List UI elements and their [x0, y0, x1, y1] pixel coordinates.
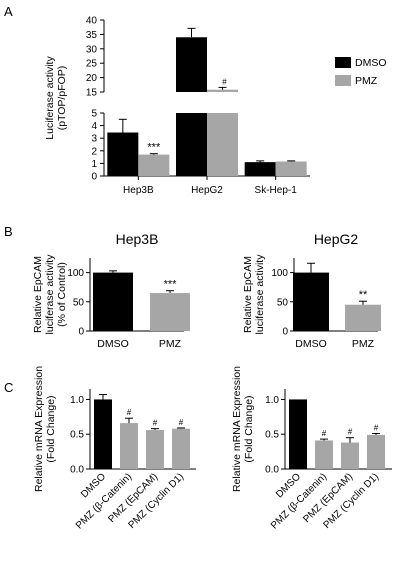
b-left-x-tick-label: DMSO	[97, 338, 129, 350]
c-left-bar-2	[146, 430, 164, 469]
c-right-y-tick-label: 0.0	[265, 465, 279, 476]
a-y-tick-label: 20	[86, 73, 98, 84]
a-bar-dmso-2	[244, 162, 276, 176]
a-x-tick-label: Sk-Hep-1	[255, 185, 298, 196]
a-x-tick-label: Hep3B	[123, 185, 154, 196]
a-y-tick-label: 25	[86, 59, 98, 70]
c-right-y-tick-label: 1.0	[265, 395, 279, 406]
b-right-bar-1	[345, 304, 381, 331]
a-bar-pmz-1	[207, 89, 238, 92]
a-x-tick-label: HepG2	[191, 185, 223, 196]
c-left-y-label-0: Relative mRNA Expression	[33, 366, 45, 492]
a-y-tick-label: 1	[91, 159, 97, 170]
b-left-bar-0	[93, 272, 133, 331]
b-left-sig-mark: ***	[164, 279, 178, 291]
panel-label-b: B	[4, 224, 13, 239]
b-right-title: HepG2	[314, 231, 359, 247]
b-left-bar-1	[150, 293, 190, 331]
a-y-tick-label: 0	[91, 172, 97, 183]
a-bar-dmso-1-lower	[176, 113, 207, 176]
b-right-y-tick-label: 100	[271, 268, 288, 279]
c-left-bar-1	[120, 423, 138, 469]
a-y-tick-label: 35	[86, 30, 98, 41]
c-right-y-label-0: Relative mRNA Expression	[231, 366, 243, 492]
a-sig-mark: #	[222, 77, 227, 86]
c-left-sig-mark: #	[179, 418, 184, 427]
b-right-y-label-1: luciferase activity	[254, 254, 266, 335]
a-bar-dmso-0	[107, 132, 139, 176]
panel-label-c: C	[4, 380, 13, 395]
c-right-sig-mark: #	[348, 428, 353, 437]
a-y-tick-label: 15	[86, 88, 98, 99]
c-right-bar-2	[341, 442, 359, 469]
a-legend-swatch-dmso	[335, 57, 351, 68]
a-y-tick-label: 5	[91, 109, 97, 120]
c-right-sig-mark: #	[322, 429, 327, 438]
b-left-y-label-0: Relative EpCAM	[32, 256, 44, 333]
b-left-y-tick-label: 50	[73, 297, 85, 308]
a-y-tick-label: 4	[91, 121, 97, 132]
c-right-bar-0	[289, 399, 307, 469]
c-left-sig-mark: #	[153, 419, 158, 428]
b-left-x-tick-label: PMZ	[159, 338, 182, 350]
panel-label-a: A	[4, 4, 13, 19]
b-right-y-tick-label: 0	[282, 327, 288, 338]
a-sig-mark: ***	[147, 142, 161, 154]
b-right-x-tick-label: DMSO	[295, 338, 327, 350]
b-right-x-tick-label: PMZ	[352, 338, 375, 350]
a-y-tick-label: 40	[86, 16, 98, 27]
a-y-tick-label: 30	[86, 44, 98, 55]
c-left-bar-0	[94, 399, 112, 469]
c-right-bar-3	[367, 434, 385, 469]
a-legend-label-pmz: PMZ	[355, 75, 378, 87]
a-bar-dmso-1	[176, 37, 207, 92]
a-bar-pmz-1-lower	[207, 113, 238, 176]
a-legend-swatch-pmz	[335, 75, 351, 86]
c-left-y-tick-label: 0.5	[70, 430, 84, 441]
a-y-label-0: Luciferase activity	[44, 56, 56, 140]
b-right-sig-mark: **	[359, 289, 368, 301]
c-right-bar-1	[315, 440, 333, 469]
c-right-y-tick-label: 0.5	[265, 430, 279, 441]
a-y-tick-label: 3	[91, 134, 97, 145]
a-y-tick-label: 2	[91, 146, 97, 157]
a-bar-pmz-0	[138, 154, 170, 176]
b-right-bar-0	[293, 272, 329, 331]
b-left-y-tick-label: 100	[67, 268, 84, 279]
a-bar-pmz-2	[275, 161, 307, 176]
b-left-y-tick-label: 0	[78, 327, 84, 338]
c-left-sig-mark: #	[127, 408, 132, 417]
b-left-y-label-2: (% of Control)	[56, 262, 68, 327]
c-left-bar-3	[172, 428, 190, 469]
a-y-label-1: (pTOP/pFOP)	[56, 66, 68, 131]
c-right-y-label-1: (Fold Change)	[243, 395, 255, 462]
c-left-y-tick-label: 0.0	[70, 465, 84, 476]
b-right-y-label-0: Relative EpCAM	[242, 256, 254, 333]
b-left-title: Hep3B	[116, 231, 159, 247]
c-left-y-label-1: (Fold Change)	[45, 395, 57, 462]
c-left-y-tick-label: 1.0	[70, 395, 84, 406]
b-right-y-tick-label: 50	[277, 297, 289, 308]
a-legend-label-dmso: DMSO	[355, 57, 387, 69]
b-left-y-label-1: luciferase activity	[44, 254, 56, 335]
c-right-sig-mark: #	[374, 424, 379, 433]
